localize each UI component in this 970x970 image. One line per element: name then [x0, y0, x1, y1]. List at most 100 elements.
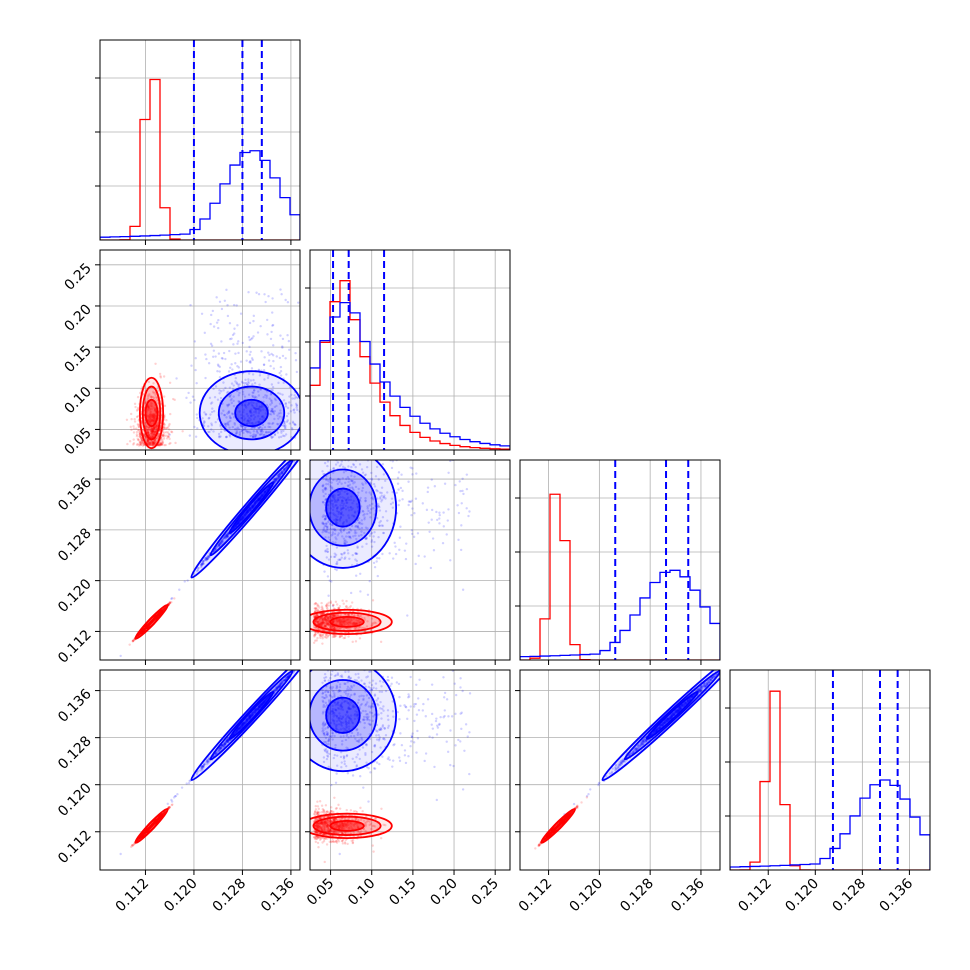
red-scatter-point	[147, 380, 151, 384]
blue-scatter-point	[234, 524, 238, 527]
red-scatter-point	[153, 617, 157, 620]
blue-scatter-point	[228, 322, 232, 325]
red-scatter-point	[148, 622, 151, 625]
blue-scatter-point	[258, 497, 262, 501]
red-scatter-point	[163, 426, 166, 429]
red-scatter-point	[158, 612, 161, 616]
blue-scatter-point	[222, 351, 226, 355]
blue-scatter-point	[263, 293, 266, 296]
red-scatter-point	[132, 443, 135, 446]
red-scatter-point	[153, 426, 156, 429]
red-scatter-point	[165, 426, 169, 430]
blue-scatter-point	[256, 500, 260, 503]
red-scatter-point	[153, 441, 156, 444]
blue-scatter-point	[206, 557, 210, 561]
blue-scatter-point	[226, 532, 230, 536]
red-scatter-point	[151, 619, 155, 622]
red-scatter-point	[151, 441, 155, 444]
blue-scatter-point	[330, 456, 332, 458]
blue-scatter-point	[253, 501, 257, 505]
red-scatter-point	[147, 623, 151, 626]
red-scatter-point	[136, 442, 140, 446]
red-scatter-point	[150, 395, 153, 399]
histogram-panel-3	[520, 460, 720, 660]
red-scatter-point	[146, 624, 150, 627]
blue-scatter-point	[284, 424, 287, 428]
blue-scatter-point	[297, 666, 299, 668]
red-scatter-point	[150, 620, 153, 623]
blue-scatter-point	[258, 433, 262, 436]
blue-scatter-point	[277, 436, 281, 439]
blue-scatter-point	[259, 495, 263, 499]
red-scatter-point	[158, 443, 162, 447]
blue-scatter-point	[239, 519, 242, 522]
red-scatter-point	[158, 612, 161, 616]
blue-scatter-point	[257, 498, 261, 502]
red-scatter-point	[154, 429, 158, 432]
blue-scatter-point	[346, 452, 348, 454]
red-scatter-point	[151, 619, 155, 622]
blue-scatter-point	[226, 533, 229, 536]
red-scatter-point	[161, 434, 165, 437]
blue-scatter-point	[460, 502, 463, 505]
blue-scatter-point	[255, 499, 259, 503]
red-scatter-point	[141, 629, 145, 632]
blue-scatter-point	[300, 449, 302, 451]
blue-scatter-point	[240, 517, 243, 520]
red-scatter-point	[152, 618, 156, 621]
blue-scatter-point	[235, 389, 239, 393]
blue-scatter-point	[267, 351, 270, 354]
blue-scatter-point	[284, 401, 287, 405]
blue-scatter-point	[170, 597, 173, 600]
blue-scatter-point	[235, 382, 239, 385]
blue-scatter-point	[465, 473, 469, 476]
red-scatter-point	[149, 621, 153, 625]
blue-scatter-point	[462, 492, 465, 496]
blue-scatter-point	[218, 370, 221, 373]
red-scatter-point	[148, 623, 151, 626]
blue-scatter-point	[447, 471, 450, 475]
blue-scatter-point	[251, 504, 254, 507]
red-scatter-point	[162, 434, 165, 437]
red-scatter-point	[149, 621, 152, 625]
red-scatter-point	[150, 620, 153, 623]
red-scatter-point	[147, 440, 150, 443]
red-scatter-point	[150, 620, 154, 624]
red-scatter-point	[151, 619, 154, 622]
blue-scatter-point	[251, 434, 254, 437]
blue-scatter-point	[253, 435, 256, 438]
red-scatter-point	[131, 639, 135, 643]
blue-scatter-point	[213, 549, 217, 552]
blue-scatter-point	[237, 521, 240, 525]
blue-scatter-point	[253, 500, 257, 504]
red-scatter-point	[157, 613, 161, 616]
blue-scatter-point	[252, 504, 256, 508]
red-scatter-point	[143, 628, 146, 631]
blue-scatter-point	[438, 517, 441, 520]
blue-scatter-point	[242, 517, 245, 520]
red-scatter-point	[155, 423, 158, 426]
red-scatter-point	[149, 622, 152, 625]
blue-scatter-point	[246, 383, 249, 386]
blue-scatter-point	[240, 424, 243, 428]
red-scatter-point	[150, 620, 154, 623]
blue-scatter-point	[212, 349, 216, 352]
red-scatter-point	[153, 617, 156, 620]
red-scatter-point	[151, 620, 154, 623]
blue-scatter-point	[237, 520, 240, 524]
blue-scatter-point	[433, 485, 437, 488]
red-scatter-point	[139, 434, 142, 437]
red-scatter-point	[151, 426, 154, 430]
blue-scatter-point	[367, 427, 369, 429]
blue-scatter-point	[241, 516, 245, 519]
red-scatter-point	[151, 619, 154, 623]
blue-scatter-point	[430, 518, 433, 521]
blue-scatter-point	[270, 401, 274, 405]
blue-scatter-point	[220, 540, 224, 543]
blue-scatter-point	[461, 477, 464, 481]
blue-scatter-point	[280, 429, 283, 433]
blue-scatter-point	[284, 402, 287, 406]
blue-scatter-point	[300, 661, 302, 663]
red-scatter-point	[313, 602, 316, 606]
red-scatter-point	[152, 618, 156, 621]
